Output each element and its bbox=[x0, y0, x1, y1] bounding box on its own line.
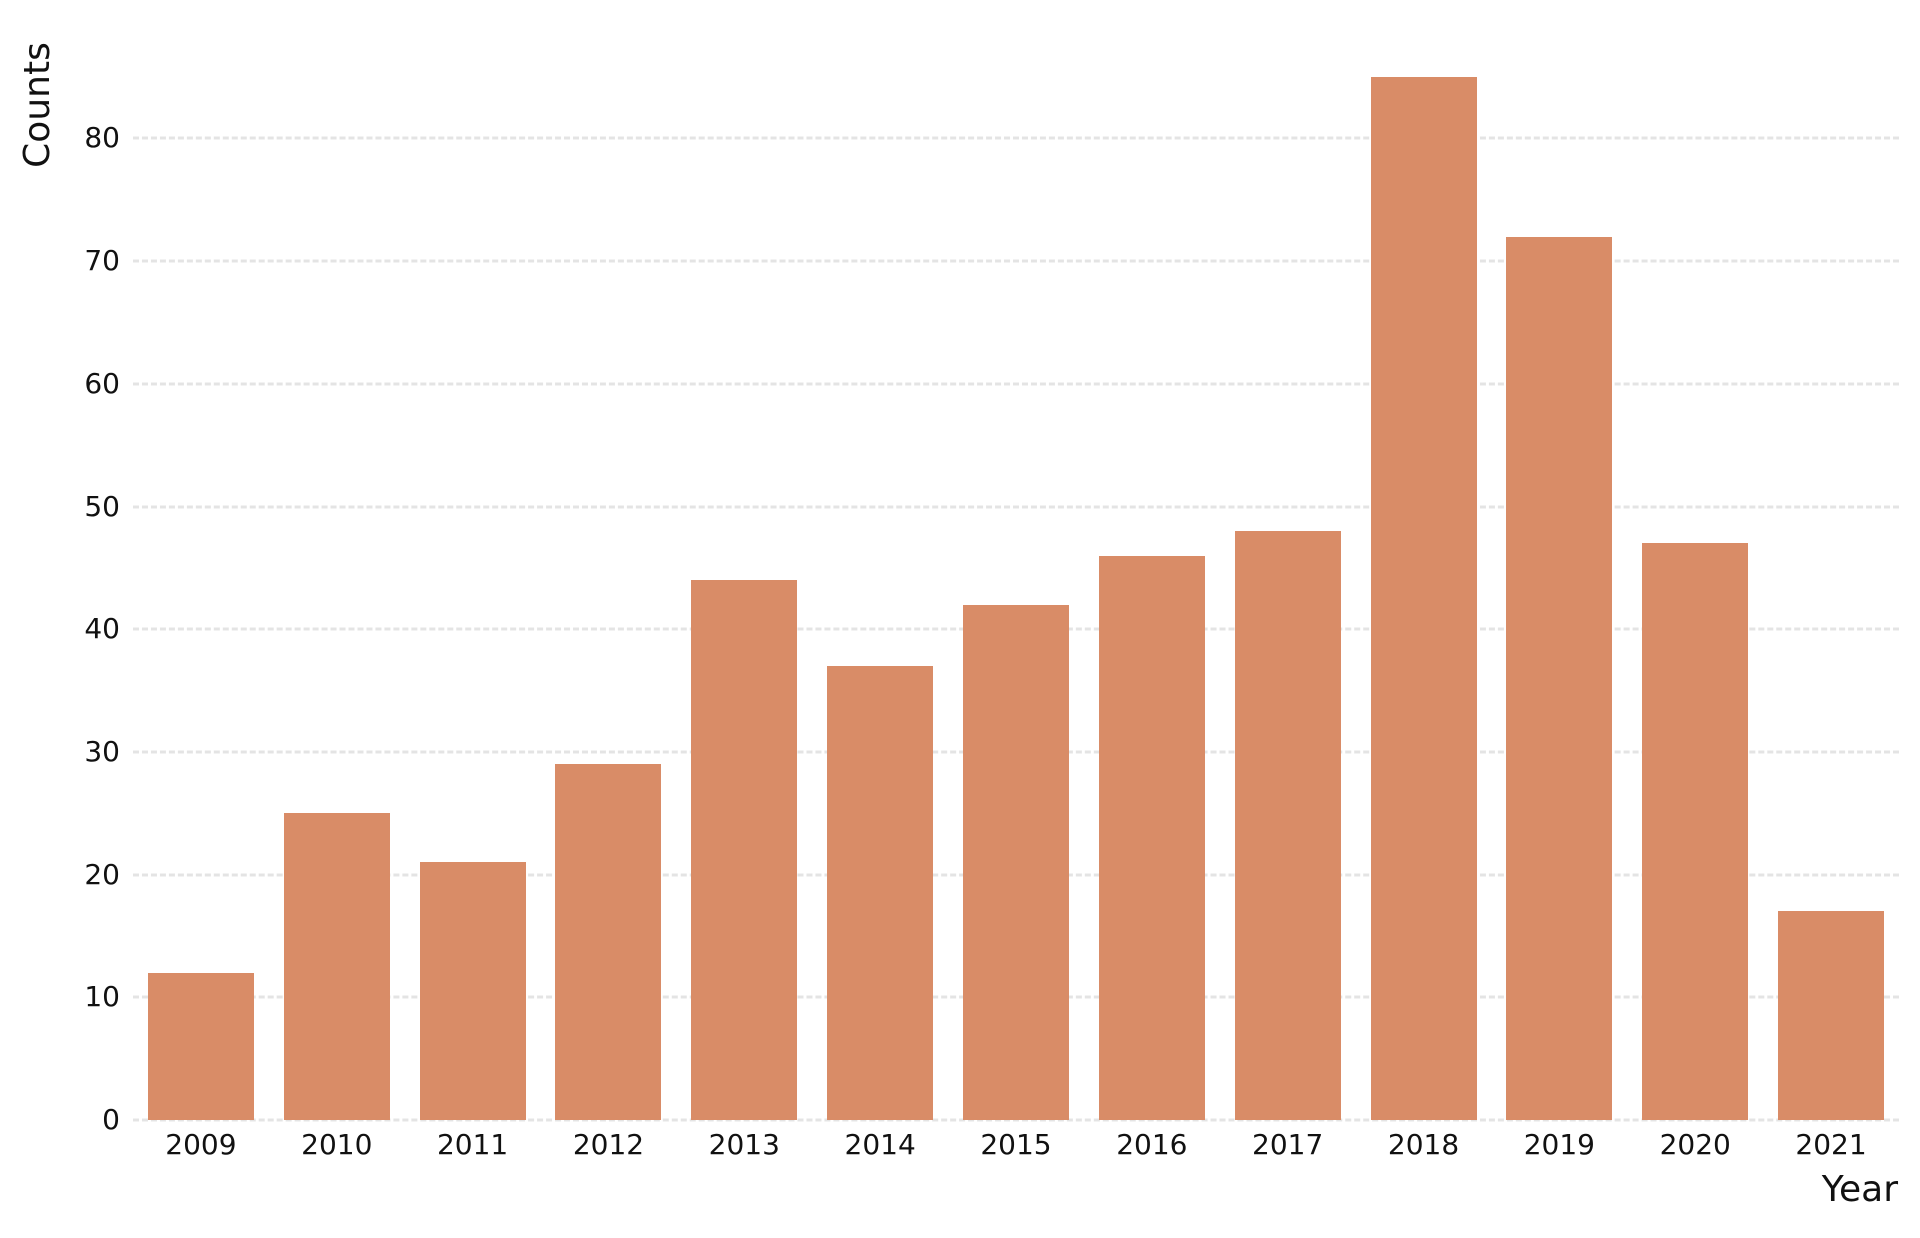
bar-2016 bbox=[1098, 555, 1205, 1120]
y-axis-title: Counts bbox=[17, 42, 58, 168]
x-tick-label: 2021 bbox=[1795, 1128, 1867, 1161]
bar-2012 bbox=[555, 764, 662, 1120]
x-tick-label: 2016 bbox=[1116, 1128, 1188, 1161]
bar-2011 bbox=[419, 862, 526, 1120]
gridline bbox=[133, 1118, 1899, 1122]
y-tick-label: 80 bbox=[84, 121, 120, 155]
plot-area bbox=[133, 40, 1899, 1122]
x-tick-label: 2018 bbox=[1387, 1128, 1460, 1161]
bar-2020 bbox=[1642, 543, 1749, 1120]
bar-2017 bbox=[1234, 531, 1341, 1120]
bar-2009 bbox=[147, 972, 254, 1120]
y-tick-label: 20 bbox=[84, 857, 120, 891]
bar-2018 bbox=[1370, 77, 1477, 1120]
x-tick-label: 2009 bbox=[165, 1128, 237, 1161]
x-tick-label: 2010 bbox=[301, 1128, 373, 1161]
gridline bbox=[133, 259, 1899, 263]
x-tick-label: 2019 bbox=[1523, 1128, 1596, 1161]
y-tick-label: 0 bbox=[102, 1103, 120, 1136]
bar-2013 bbox=[691, 580, 798, 1120]
bar-2015 bbox=[963, 604, 1069, 1120]
x-tick-label: 2013 bbox=[708, 1128, 780, 1161]
y-tick-label: 50 bbox=[84, 489, 120, 523]
bar-2014 bbox=[827, 666, 934, 1120]
gridline bbox=[133, 136, 1899, 140]
y-tick-label: 70 bbox=[84, 244, 120, 278]
x-axis-title: Year bbox=[1821, 1169, 1898, 1210]
y-tick-label: 60 bbox=[84, 366, 120, 400]
x-tick-label: 2020 bbox=[1659, 1128, 1731, 1161]
x-tick-label: 2015 bbox=[980, 1128, 1052, 1161]
gridline bbox=[133, 505, 1899, 508]
bar-2010 bbox=[283, 813, 390, 1120]
y-tick-label: 40 bbox=[84, 612, 120, 646]
bar-2019 bbox=[1506, 236, 1613, 1120]
x-tick-label: 2012 bbox=[572, 1128, 645, 1161]
x-tick-label: 2014 bbox=[844, 1128, 916, 1161]
gridline bbox=[133, 382, 1899, 386]
x-tick-label: 2011 bbox=[436, 1128, 509, 1161]
x-tick-label: 2017 bbox=[1252, 1128, 1324, 1161]
y-tick-label: 30 bbox=[84, 734, 120, 768]
y-tick-label: 10 bbox=[84, 980, 120, 1014]
bar-2021 bbox=[1778, 911, 1885, 1120]
